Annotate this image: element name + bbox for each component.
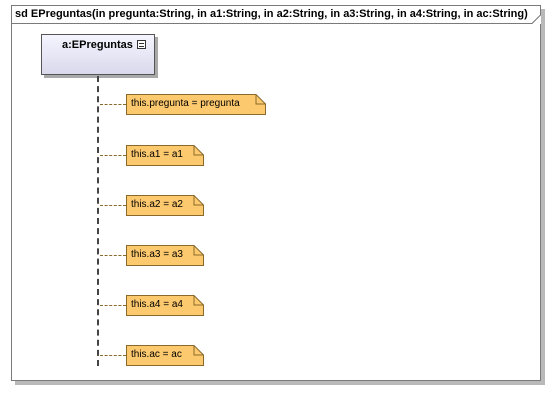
note-shape — [126, 94, 266, 115]
note[interactable]: this.ac = ac — [126, 345, 204, 366]
note[interactable]: this.a3 = a3 — [126, 245, 204, 266]
note[interactable]: this.pregunta = pregunta — [126, 94, 266, 115]
note-connector — [100, 305, 126, 306]
note-text: this.a3 = a3 — [131, 249, 183, 260]
note-shape — [126, 245, 204, 266]
note-text: this.a4 = a4 — [131, 299, 183, 310]
note-shape — [126, 195, 204, 216]
note-text: this.a1 = a1 — [131, 149, 183, 160]
frame-title-text: sd EPreguntas(in pregunta:String, in a1:… — [15, 8, 528, 20]
lifeline-dashed-line — [97, 76, 99, 366]
note-text: this.pregunta = pregunta — [131, 98, 240, 109]
lifeline-head[interactable]: a:EPreguntas — [41, 34, 155, 75]
frame-title: sd EPreguntas(in pregunta:String, in a1:… — [12, 6, 541, 24]
note-shape — [126, 295, 204, 316]
note-shape — [126, 145, 204, 166]
note-connector — [100, 155, 126, 156]
lifeline-name: a:EPreguntas — [62, 39, 133, 51]
note-connector — [100, 205, 126, 206]
note[interactable]: this.a2 = a2 — [126, 195, 204, 216]
note-text: this.ac = ac — [131, 349, 182, 360]
note[interactable]: this.a1 = a1 — [126, 145, 204, 166]
note-shape — [126, 345, 204, 366]
note-text: this.a2 = a2 — [131, 199, 183, 210]
note[interactable]: this.a4 = a4 — [126, 295, 204, 316]
note-connector — [100, 104, 126, 105]
note-connector — [100, 255, 126, 256]
frame-label-corner — [530, 14, 541, 24]
note-connector — [100, 355, 126, 356]
collapse-icon[interactable] — [137, 40, 146, 49]
